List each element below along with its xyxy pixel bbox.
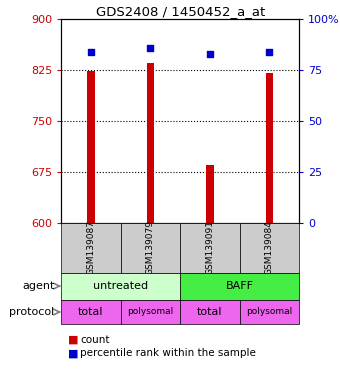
- Bar: [61, 273, 180, 300]
- Text: GSM139084: GSM139084: [265, 220, 274, 275]
- Text: ■: ■: [68, 335, 79, 345]
- Text: BAFF: BAFF: [226, 281, 254, 291]
- Text: GSM139087: GSM139087: [86, 220, 96, 275]
- Bar: [266, 73, 273, 223]
- Text: GSM139091: GSM139091: [205, 220, 215, 275]
- Text: GSM139079: GSM139079: [146, 220, 155, 275]
- Point: [207, 51, 213, 57]
- Bar: [87, 71, 95, 223]
- Bar: [180, 273, 299, 300]
- Bar: [61, 300, 121, 324]
- Point: [148, 45, 153, 51]
- Bar: [121, 223, 180, 273]
- Point: [88, 49, 94, 55]
- Text: untreated: untreated: [93, 281, 148, 291]
- Bar: [206, 165, 214, 223]
- Text: agent: agent: [22, 281, 54, 291]
- Bar: [121, 300, 180, 324]
- Text: count: count: [80, 335, 109, 345]
- Text: polysomal: polysomal: [127, 308, 174, 316]
- Bar: [240, 300, 299, 324]
- Text: total: total: [197, 307, 223, 317]
- Text: total: total: [78, 307, 104, 317]
- Text: percentile rank within the sample: percentile rank within the sample: [80, 348, 256, 358]
- Point: [267, 49, 272, 55]
- Title: GDS2408 / 1450452_a_at: GDS2408 / 1450452_a_at: [96, 5, 265, 18]
- Text: polysomal: polysomal: [246, 308, 293, 316]
- Bar: [180, 223, 240, 273]
- Bar: [61, 223, 121, 273]
- Text: protocol: protocol: [9, 307, 54, 317]
- Bar: [180, 300, 240, 324]
- Bar: [147, 63, 154, 223]
- Text: ■: ■: [68, 348, 79, 358]
- Bar: [240, 223, 299, 273]
